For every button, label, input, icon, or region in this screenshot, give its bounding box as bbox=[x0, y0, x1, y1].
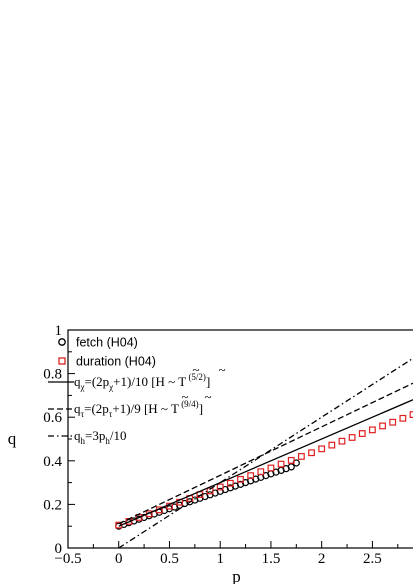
duration-point bbox=[338, 437, 346, 445]
duration-point bbox=[328, 441, 336, 449]
x-tick-label: 0 bbox=[115, 551, 123, 567]
tilde-accent: ~ bbox=[181, 389, 188, 404]
duration-point bbox=[318, 445, 326, 453]
duration-point bbox=[206, 487, 214, 495]
x-tick-label: −0.5 bbox=[54, 551, 81, 567]
legend-label: fetch (H04) bbox=[76, 336, 138, 350]
y-tick-label: 0.8 bbox=[43, 367, 62, 383]
duration-point bbox=[348, 434, 356, 441]
duration-point bbox=[358, 430, 366, 437]
y-tick-label: 0.4 bbox=[43, 454, 62, 470]
x-tick-label: 2 bbox=[318, 551, 326, 567]
series-line-dashed bbox=[118, 382, 413, 525]
y-axis-label: q bbox=[8, 429, 17, 448]
legend-label: qτ=(2pτ+1)/9 [H ~ T (9/4)] bbox=[74, 399, 203, 419]
duration-point bbox=[257, 468, 265, 476]
series-line-dashdot bbox=[118, 357, 413, 548]
duration-point bbox=[297, 453, 305, 460]
duration-point bbox=[237, 475, 244, 483]
legend-label: qχ=(2pχ+1)/10 [H ~ T (5/2)] bbox=[74, 372, 210, 392]
duration-point bbox=[216, 483, 224, 491]
duration-point bbox=[247, 472, 255, 480]
duration-point bbox=[308, 449, 315, 457]
x-axis-label: p bbox=[232, 567, 241, 584]
legend-duration-marker bbox=[58, 357, 66, 365]
y-tick-label: 0 bbox=[55, 541, 63, 557]
y-tick-label: 1 bbox=[55, 323, 63, 339]
tilde-accent: ~ bbox=[218, 362, 225, 377]
series-layer bbox=[115, 357, 413, 548]
axis-ticks: −0.5 0 0.5 1 1.5 2 2.500.20.40.60.81 bbox=[43, 323, 399, 567]
duration-point bbox=[369, 426, 376, 434]
x-tick-label: 1.5 bbox=[262, 551, 281, 567]
legend-label: qh=3ph/10 bbox=[74, 428, 126, 446]
duration-point bbox=[277, 460, 285, 468]
x-tick-label: 1 bbox=[216, 551, 224, 567]
duration-point bbox=[287, 456, 295, 464]
duration-point bbox=[399, 414, 407, 422]
y-tick-label: 0.6 bbox=[43, 410, 62, 426]
duration-point bbox=[379, 422, 386, 430]
tilde-accent: ~ bbox=[192, 362, 199, 377]
x-tick-label: 2.5 bbox=[363, 551, 382, 567]
duration-point bbox=[226, 479, 234, 487]
duration-point bbox=[389, 418, 397, 426]
x-tick-label: 0.5 bbox=[160, 551, 179, 567]
duration-point bbox=[267, 464, 275, 472]
fetch-point bbox=[287, 463, 295, 471]
series-line-solid bbox=[118, 399, 413, 527]
duration-point bbox=[409, 411, 413, 418]
legend: fetch (H04) duration (H04) qχ=(2pχ+1)/10 [… bbox=[48, 336, 226, 446]
y-tick-label: 0.2 bbox=[43, 497, 62, 513]
legend-fetch-marker bbox=[58, 338, 66, 346]
tilde-accent: ~ bbox=[204, 389, 211, 404]
legend-label: duration (H04) bbox=[76, 355, 156, 369]
